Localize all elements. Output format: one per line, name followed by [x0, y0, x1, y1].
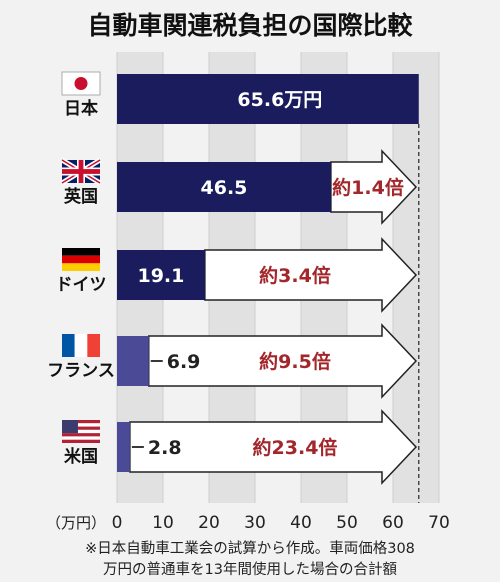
value-label: 46.5	[201, 177, 248, 199]
france-flag	[62, 334, 100, 357]
bar	[117, 336, 149, 386]
bar	[117, 162, 331, 212]
value-label: 6.9	[167, 351, 201, 373]
value-labels: 65.6万円 46.5 19.1 6.9 2.8	[131, 89, 322, 459]
x-tick-label: 20	[198, 513, 220, 533]
country-label: 米国	[64, 446, 98, 467]
germany-flag	[62, 248, 100, 271]
country-label: フランス	[47, 361, 115, 381]
bar	[117, 74, 419, 124]
comparison-arrow	[129, 409, 418, 485]
ratio-label: 約23.4倍	[253, 436, 338, 459]
title-band	[0, 0, 500, 52]
x-tick-label: 40	[290, 513, 312, 533]
x-tick-label: 50	[336, 513, 358, 533]
footnote-line-2: 万円の普通車を13年間使用した場合の合計額	[103, 561, 397, 578]
value-label: 19.1	[137, 265, 184, 287]
comparison-arrow	[147, 323, 418, 399]
x-tick-label: 70	[428, 513, 450, 533]
usa-flag	[62, 420, 100, 443]
uk-flag	[60, 157, 102, 186]
country-label: 日本	[64, 98, 98, 119]
x-tick-label: 10	[152, 513, 174, 533]
x-tick-label: 0	[112, 513, 123, 533]
country-label: ドイツ	[56, 275, 107, 295]
bar	[117, 422, 130, 472]
x-tick-label: 30	[244, 513, 266, 533]
country-label: 英国	[64, 186, 98, 207]
comparison-arrows	[129, 149, 418, 485]
comparison-arrow	[204, 237, 418, 313]
x-tick-label: 60	[382, 513, 404, 533]
axis-unit-label: （万円）	[46, 514, 106, 532]
ratio-label: 約1.4倍	[332, 176, 404, 199]
footnote-line-1: ※日本自動車工業会の試算から作成。車両価格308	[85, 540, 415, 557]
chart-title: 自動車関連税負担の国際比較	[87, 11, 413, 40]
bars	[117, 74, 419, 472]
japan-flag	[61, 71, 101, 96]
country-flags	[60, 71, 102, 443]
ratio-label: 約9.5倍	[259, 350, 331, 373]
bar	[117, 250, 205, 300]
x-axis-ticks: 0 10 20 30 40 50 60 70	[112, 513, 450, 533]
value-label: 65.6万円	[237, 89, 322, 111]
ratio-label: 約3.4倍	[259, 264, 331, 287]
value-label: 2.8	[148, 437, 182, 459]
comparison-arrow	[330, 149, 418, 225]
